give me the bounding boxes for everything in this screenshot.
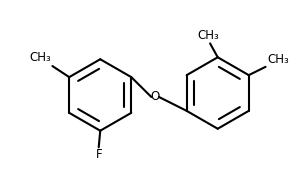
Text: CH₃: CH₃	[198, 29, 220, 42]
Text: O: O	[150, 90, 160, 103]
Text: F: F	[95, 148, 102, 161]
Text: CH₃: CH₃	[29, 51, 51, 64]
Text: CH₃: CH₃	[267, 53, 289, 66]
